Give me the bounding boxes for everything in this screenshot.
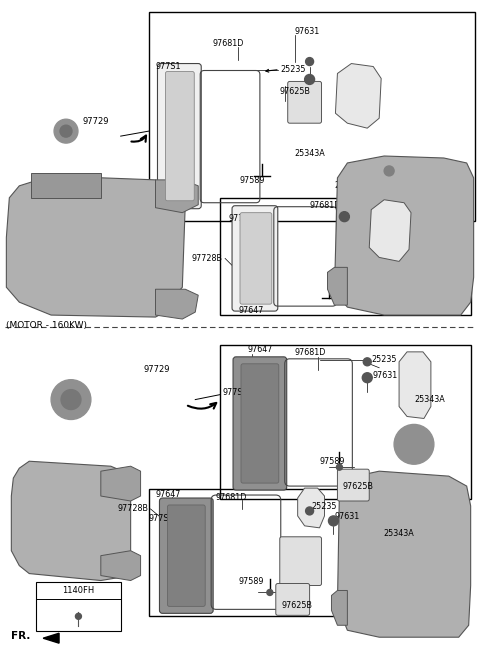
Text: (MOTOR - 160KW): (MOTOR - 160KW) (6, 321, 87, 330)
Text: 97681D: 97681D (295, 348, 326, 357)
Polygon shape (43, 633, 59, 643)
Text: 97589: 97589 (240, 176, 265, 185)
FancyBboxPatch shape (367, 238, 399, 277)
Bar (148, 12, 475, 221)
Text: 25235: 25235 (360, 229, 385, 238)
Bar (220, 345, 471, 499)
Circle shape (384, 166, 394, 176)
Text: 97589: 97589 (320, 457, 345, 466)
FancyBboxPatch shape (337, 469, 369, 501)
Text: 25235: 25235 (371, 355, 397, 365)
Polygon shape (298, 488, 324, 528)
FancyBboxPatch shape (241, 364, 279, 483)
Text: 97625B: 97625B (369, 250, 400, 259)
Text: 97631: 97631 (372, 371, 397, 380)
Text: 97631: 97631 (335, 512, 360, 522)
FancyArrowPatch shape (132, 135, 146, 142)
Circle shape (305, 74, 314, 84)
Text: 97625B: 97625B (342, 482, 373, 491)
Text: 25235: 25235 (281, 65, 306, 74)
Circle shape (328, 516, 338, 526)
Text: 97647: 97647 (156, 489, 181, 499)
FancyBboxPatch shape (166, 72, 194, 201)
Text: 25342A: 25342A (335, 181, 365, 191)
Text: 97647: 97647 (238, 306, 264, 315)
Text: 25343A: 25343A (295, 148, 325, 158)
Text: 97589: 97589 (335, 279, 360, 288)
Circle shape (306, 58, 313, 66)
Circle shape (51, 380, 91, 419)
Text: FR.: FR. (12, 631, 31, 641)
Text: 97589: 97589 (238, 577, 264, 586)
Text: 97625B: 97625B (280, 87, 311, 96)
Polygon shape (335, 156, 474, 315)
Polygon shape (6, 176, 185, 317)
Polygon shape (31, 173, 101, 198)
Circle shape (306, 507, 313, 515)
Text: 97647: 97647 (248, 346, 273, 354)
Bar (148, 489, 444, 616)
Circle shape (363, 358, 371, 366)
Circle shape (60, 125, 72, 137)
FancyBboxPatch shape (276, 583, 310, 616)
Text: 97728B: 97728B (118, 505, 148, 514)
Circle shape (54, 119, 78, 143)
Polygon shape (101, 551, 141, 581)
Text: 97681D: 97681D (212, 39, 243, 48)
FancyBboxPatch shape (232, 206, 278, 311)
FancyBboxPatch shape (159, 498, 213, 614)
Text: 977S1: 977S1 (148, 514, 174, 524)
Polygon shape (156, 289, 198, 319)
FancyBboxPatch shape (240, 213, 272, 304)
Text: 97728B: 97728B (191, 254, 222, 263)
Text: 25235: 25235 (312, 503, 337, 511)
Text: 97729: 97729 (83, 117, 109, 125)
FancyArrowPatch shape (188, 403, 216, 409)
Polygon shape (337, 471, 471, 637)
Circle shape (336, 464, 342, 470)
Text: 97681D: 97681D (215, 493, 247, 501)
Polygon shape (12, 461, 131, 581)
Text: 97647: 97647 (162, 206, 188, 215)
FancyBboxPatch shape (280, 537, 322, 585)
Text: 97631: 97631 (348, 208, 372, 217)
Text: 977S1: 977S1 (156, 62, 181, 71)
Polygon shape (336, 64, 381, 128)
FancyBboxPatch shape (157, 64, 201, 209)
Text: 25343A: 25343A (437, 239, 468, 248)
Text: 25343A: 25343A (414, 395, 445, 404)
Circle shape (362, 373, 372, 382)
Polygon shape (156, 180, 198, 213)
Text: 97681D: 97681D (310, 201, 341, 210)
Text: 977S1: 977S1 (222, 388, 248, 397)
Polygon shape (327, 267, 348, 305)
Bar (36, 581, 120, 631)
Circle shape (339, 212, 349, 221)
Circle shape (75, 614, 82, 620)
Polygon shape (101, 466, 141, 501)
Text: 97625B: 97625B (282, 601, 313, 610)
Polygon shape (369, 200, 411, 261)
Polygon shape (399, 352, 431, 419)
Bar (220, 198, 471, 315)
Text: 977S1: 977S1 (228, 214, 253, 223)
Circle shape (394, 424, 434, 464)
Text: 97631: 97631 (295, 27, 320, 36)
FancyBboxPatch shape (168, 505, 205, 606)
FancyBboxPatch shape (288, 81, 322, 124)
Text: 1140FH: 1140FH (62, 586, 95, 595)
Circle shape (61, 390, 81, 409)
Text: 25343A: 25343A (383, 530, 414, 538)
Text: 97729: 97729 (144, 365, 170, 374)
FancyBboxPatch shape (233, 357, 287, 490)
Polygon shape (332, 591, 348, 625)
Circle shape (267, 589, 273, 595)
